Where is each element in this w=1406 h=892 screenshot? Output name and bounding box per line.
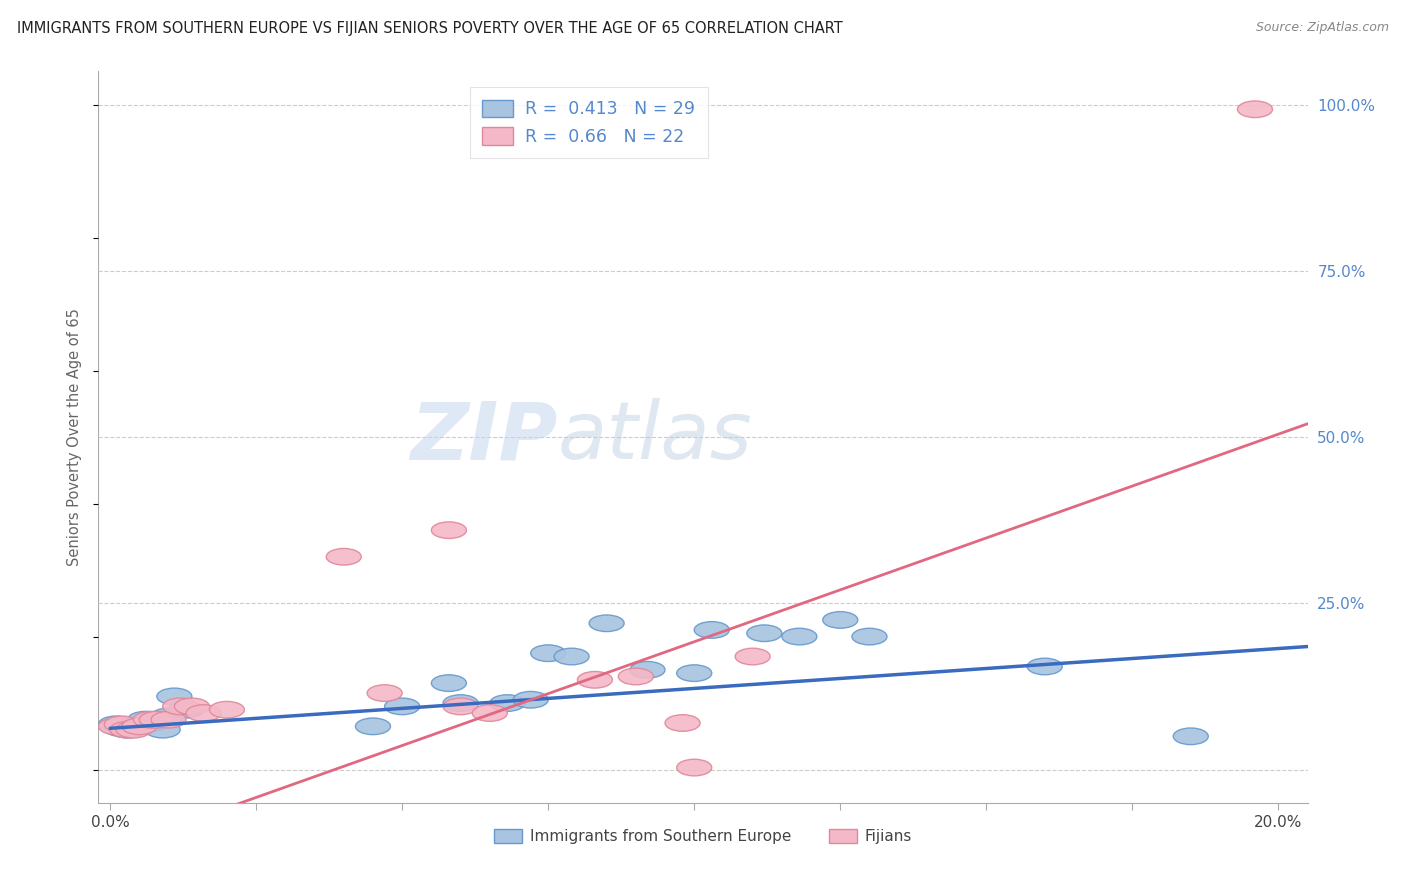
Ellipse shape bbox=[554, 648, 589, 665]
Ellipse shape bbox=[122, 718, 157, 735]
Ellipse shape bbox=[443, 695, 478, 712]
Ellipse shape bbox=[122, 718, 157, 735]
Ellipse shape bbox=[209, 701, 245, 718]
Legend: Immigrants from Southern Europe, Fijians: Immigrants from Southern Europe, Fijians bbox=[488, 822, 918, 850]
Ellipse shape bbox=[157, 688, 191, 705]
Ellipse shape bbox=[432, 674, 467, 691]
Text: atlas: atlas bbox=[558, 398, 752, 476]
Ellipse shape bbox=[513, 691, 548, 708]
Text: ZIP: ZIP bbox=[411, 398, 558, 476]
Ellipse shape bbox=[782, 628, 817, 645]
Ellipse shape bbox=[735, 648, 770, 665]
Ellipse shape bbox=[823, 612, 858, 628]
Ellipse shape bbox=[145, 722, 180, 738]
Ellipse shape bbox=[326, 549, 361, 566]
Text: IMMIGRANTS FROM SOUTHERN EUROPE VS FIJIAN SENIORS POVERTY OVER THE AGE OF 65 COR: IMMIGRANTS FROM SOUTHERN EUROPE VS FIJIA… bbox=[17, 21, 842, 36]
Ellipse shape bbox=[747, 625, 782, 641]
Ellipse shape bbox=[1028, 658, 1063, 674]
Ellipse shape bbox=[630, 662, 665, 678]
Ellipse shape bbox=[619, 668, 654, 685]
Ellipse shape bbox=[169, 701, 204, 718]
Ellipse shape bbox=[1173, 728, 1208, 745]
Ellipse shape bbox=[98, 716, 134, 732]
Ellipse shape bbox=[385, 698, 420, 714]
Ellipse shape bbox=[134, 712, 169, 728]
Ellipse shape bbox=[150, 712, 186, 728]
Ellipse shape bbox=[1237, 101, 1272, 118]
Ellipse shape bbox=[578, 672, 613, 688]
Ellipse shape bbox=[665, 714, 700, 731]
Ellipse shape bbox=[104, 720, 139, 737]
Ellipse shape bbox=[852, 628, 887, 645]
Ellipse shape bbox=[530, 645, 565, 662]
Ellipse shape bbox=[104, 716, 139, 732]
Ellipse shape bbox=[676, 759, 711, 776]
Ellipse shape bbox=[589, 615, 624, 632]
Ellipse shape bbox=[367, 685, 402, 701]
Ellipse shape bbox=[98, 718, 134, 735]
Ellipse shape bbox=[163, 698, 198, 714]
Ellipse shape bbox=[695, 622, 730, 639]
Ellipse shape bbox=[472, 705, 508, 722]
Ellipse shape bbox=[128, 712, 163, 728]
Ellipse shape bbox=[443, 698, 478, 714]
Ellipse shape bbox=[356, 718, 391, 735]
Ellipse shape bbox=[134, 714, 169, 731]
Ellipse shape bbox=[139, 712, 174, 728]
Text: Source: ZipAtlas.com: Source: ZipAtlas.com bbox=[1256, 21, 1389, 34]
Ellipse shape bbox=[110, 722, 145, 738]
Ellipse shape bbox=[115, 722, 150, 738]
Ellipse shape bbox=[186, 705, 221, 722]
Ellipse shape bbox=[432, 522, 467, 539]
Y-axis label: Seniors Poverty Over the Age of 65: Seniors Poverty Over the Age of 65 bbox=[67, 308, 83, 566]
Ellipse shape bbox=[676, 665, 711, 681]
Ellipse shape bbox=[174, 698, 209, 714]
Ellipse shape bbox=[115, 718, 150, 735]
Ellipse shape bbox=[489, 695, 524, 712]
Ellipse shape bbox=[110, 722, 145, 738]
Ellipse shape bbox=[150, 708, 186, 724]
